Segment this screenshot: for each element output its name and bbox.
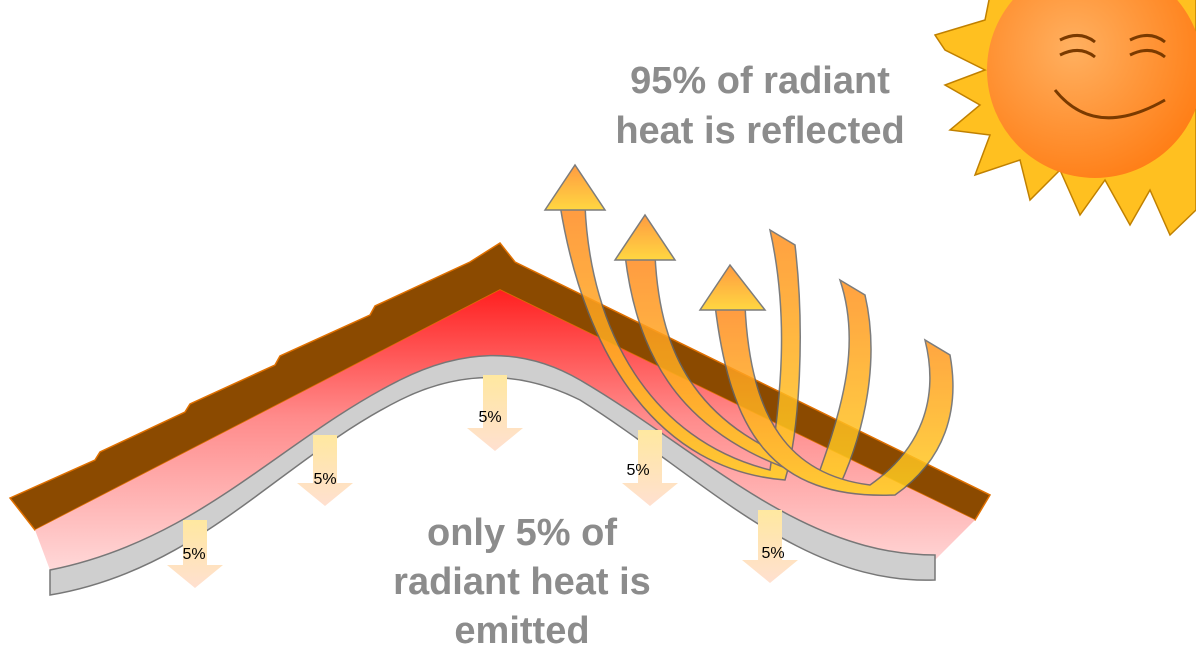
- arrow-label: 5%: [478, 409, 501, 426]
- sun: [933, 0, 1196, 237]
- emitted-label-line: only 5% of: [427, 512, 617, 554]
- reflection-arrows: [543, 163, 954, 496]
- emitted-label-line: radiant heat is: [393, 561, 651, 603]
- foil-layer: [49, 354, 936, 596]
- reflected-label-line: 95% of radiant: [630, 60, 890, 102]
- arrow-label: 5%: [761, 545, 784, 562]
- emitted-label-line: emitted: [454, 610, 589, 647]
- arrow-label: 5%: [182, 546, 205, 563]
- emission-arrows: [167, 375, 798, 588]
- arrow-label: 5%: [313, 471, 336, 488]
- arrow-label: 5%: [626, 462, 649, 479]
- reflected-label-line: heat is reflected: [615, 110, 904, 152]
